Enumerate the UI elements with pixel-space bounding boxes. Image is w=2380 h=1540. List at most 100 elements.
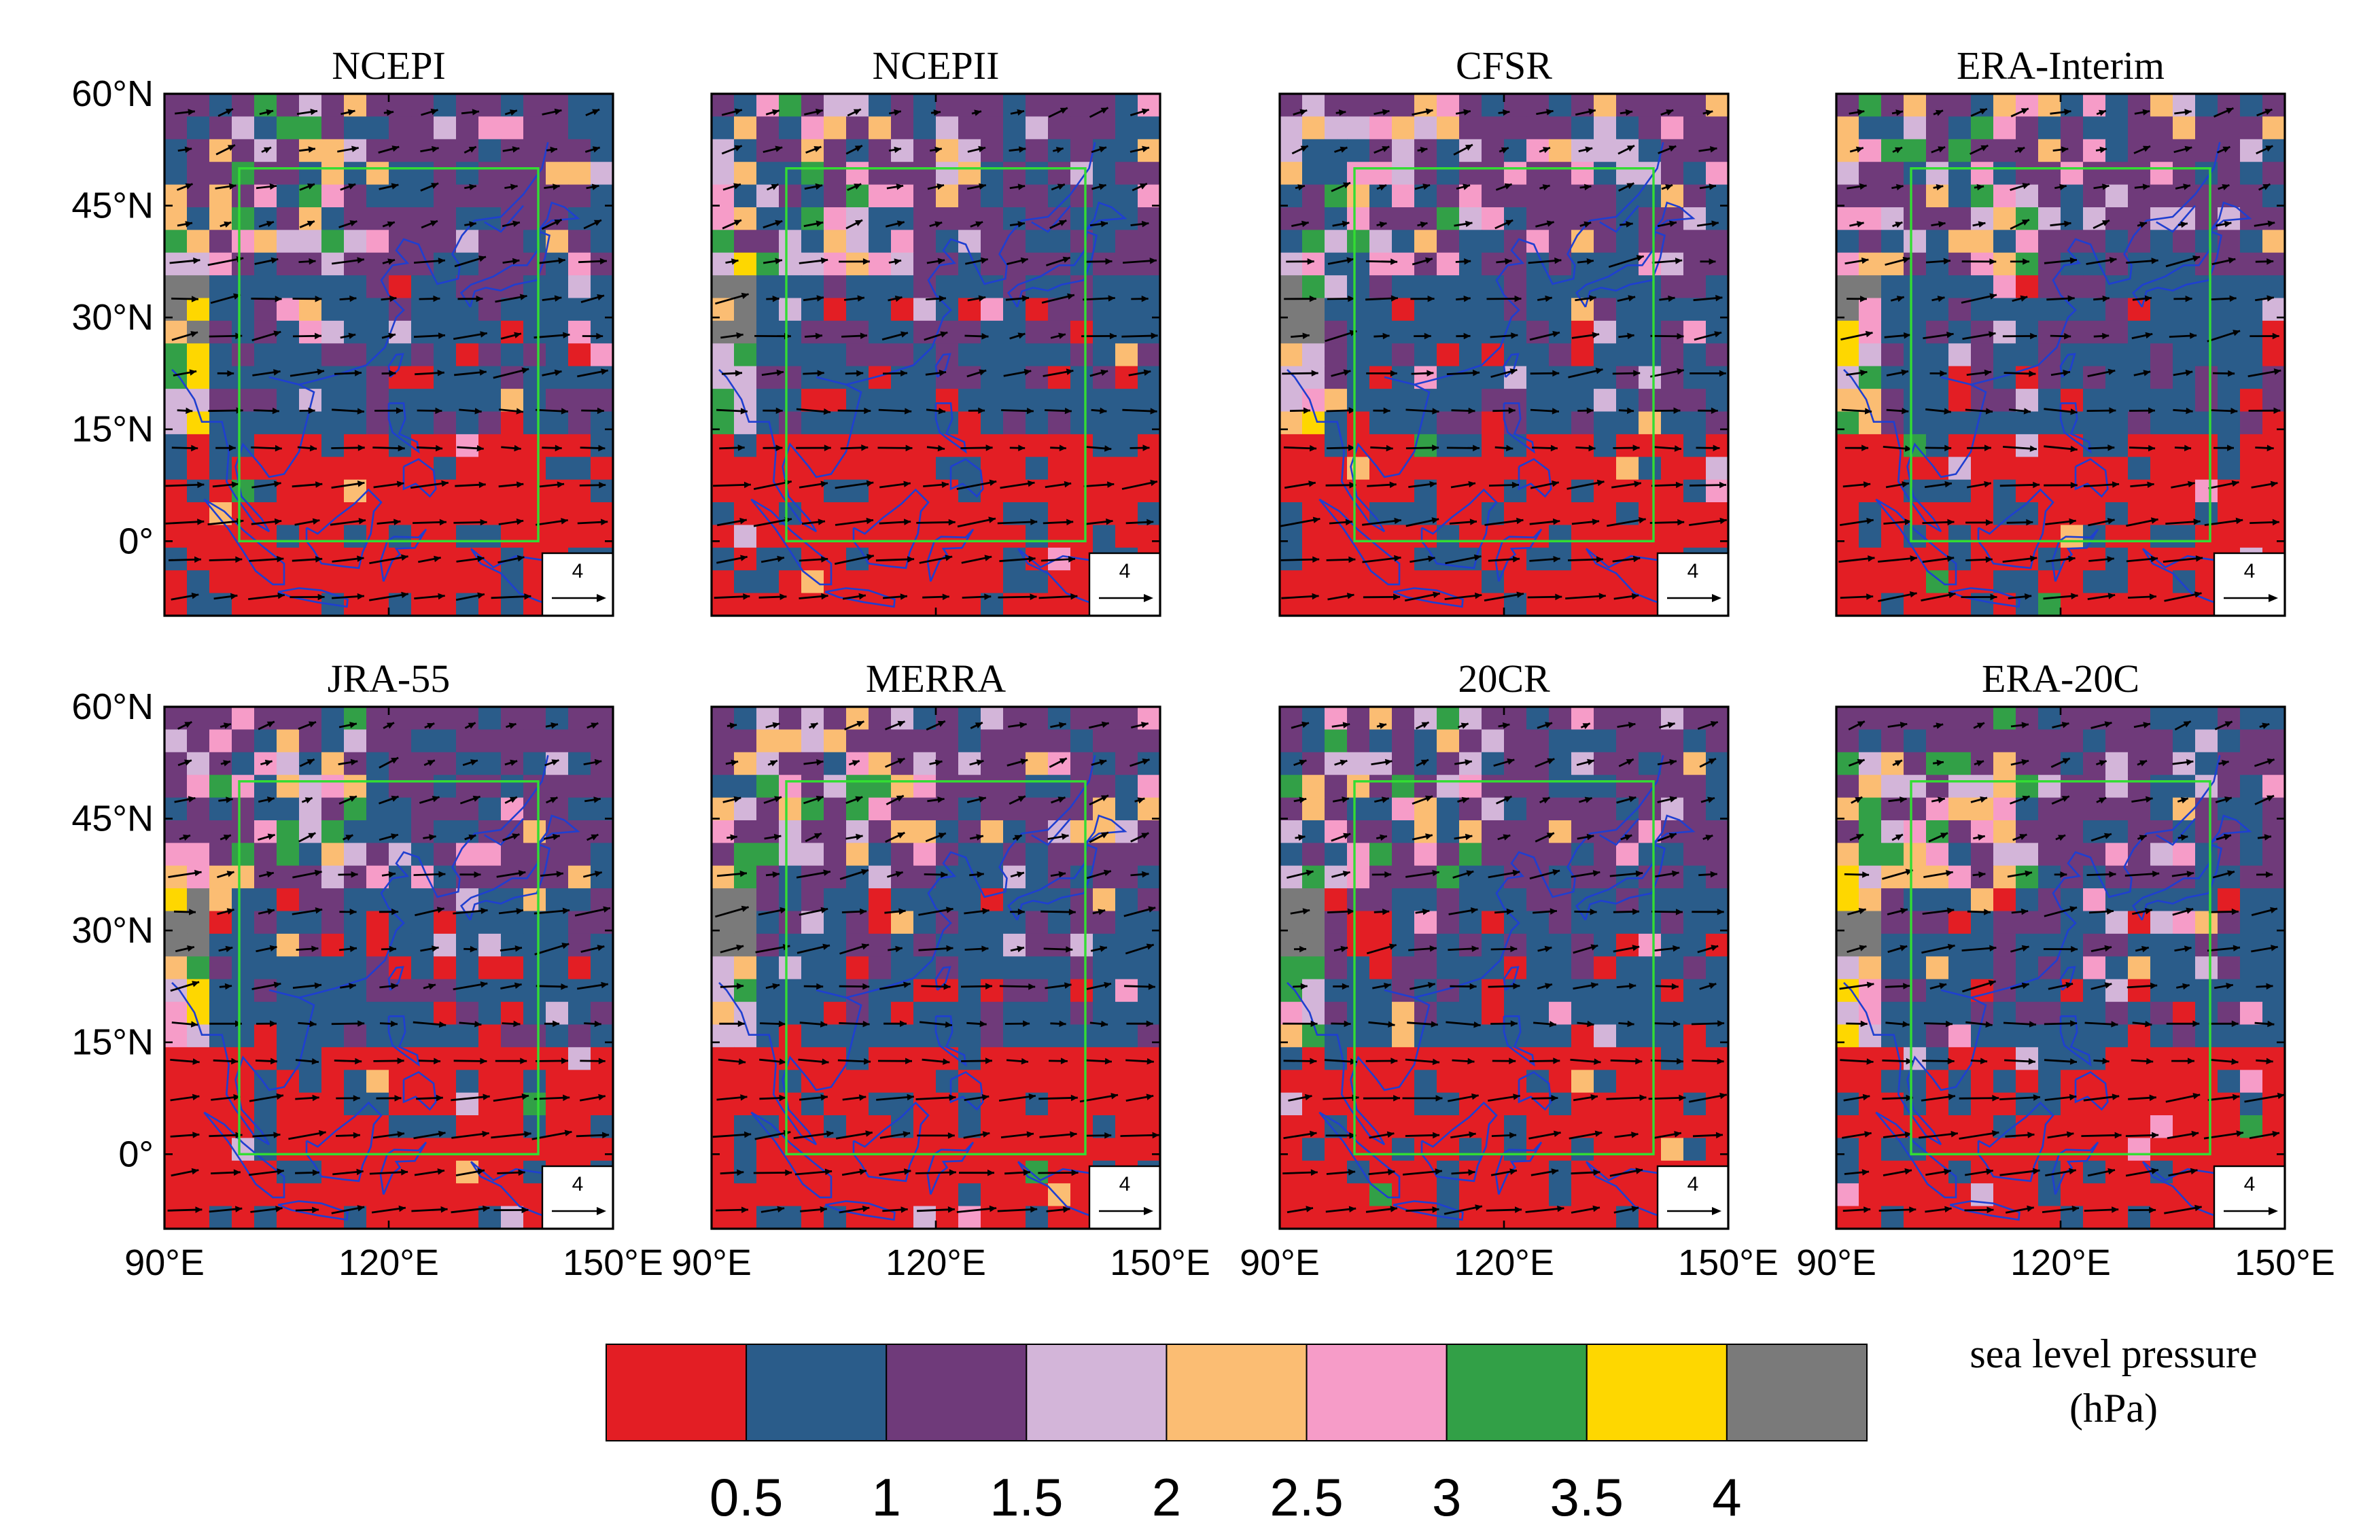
grid-cell	[1138, 707, 1161, 730]
grid-cell	[1093, 366, 1116, 389]
wind-vector-head	[192, 1058, 200, 1065]
grid-cell	[478, 593, 502, 616]
grid-cell	[389, 1070, 412, 1093]
grid-cell	[1093, 298, 1116, 321]
grid-cell	[254, 230, 277, 253]
grid-cell	[523, 230, 546, 253]
grid-cell	[2195, 298, 2218, 321]
grid-cell	[1369, 320, 1393, 344]
grid-cell	[1948, 207, 1972, 230]
grid-cell	[824, 343, 847, 367]
wind-vector-head	[1018, 444, 1026, 451]
wind-vector-head	[900, 370, 907, 377]
wind-vector-head	[391, 983, 398, 990]
wind-vector-head	[1628, 295, 1636, 302]
wind-vector-head	[2064, 220, 2071, 228]
grid-cell	[1302, 775, 1325, 799]
grid-cell	[712, 457, 735, 480]
grid-cell	[1993, 434, 2016, 457]
grid-cell	[411, 320, 434, 344]
grid-cell	[2240, 162, 2263, 186]
grid-cell	[1948, 389, 1972, 413]
grid-cell	[2038, 366, 2061, 389]
wind-vector-head	[854, 183, 862, 190]
wind-vector-head	[349, 796, 357, 802]
grid-cell	[366, 707, 389, 730]
grid-cell	[164, 525, 188, 548]
grid-cell	[344, 298, 367, 321]
grid-cell	[1026, 570, 1049, 594]
grid-cell	[1392, 162, 1415, 186]
grid-cell	[1482, 820, 1505, 843]
grid-cell	[411, 956, 434, 980]
grid-cell	[1048, 933, 1071, 957]
grid-cell	[478, 94, 502, 117]
grid-cell	[1138, 162, 1161, 186]
coastline-segment	[1007, 843, 1098, 921]
grid-cell	[1048, 275, 1071, 299]
grid-cell	[1369, 434, 1393, 457]
grid-cell	[2240, 502, 2263, 525]
grid-cell	[232, 207, 255, 230]
grid-cell	[1993, 230, 2016, 253]
grid-cell	[568, 116, 591, 140]
grid-cell	[2083, 207, 2106, 230]
wind-vector-head	[729, 722, 737, 729]
grid-cell	[1836, 457, 1859, 480]
wind-vector-head	[1509, 368, 1518, 375]
grid-cell	[254, 1092, 277, 1116]
wind-vector-head	[469, 221, 476, 228]
grid-cell	[434, 752, 457, 775]
wind-vector-head	[1627, 332, 1634, 340]
grid-cell	[2128, 457, 2151, 480]
coastline-segment	[750, 498, 833, 586]
grid-cell	[389, 888, 412, 912]
grid-cell	[891, 389, 914, 413]
wind-vector-head	[2070, 445, 2078, 453]
grid-cell	[958, 933, 981, 957]
wind-vector-head	[779, 1058, 786, 1065]
grid-cell	[1639, 320, 1662, 344]
grid-cell	[478, 139, 502, 162]
wind-vector-head	[1064, 480, 1072, 488]
grid-cell	[1026, 729, 1049, 753]
grid-cell	[1115, 434, 1138, 457]
wind-vector-head	[524, 1131, 531, 1138]
grid-cell	[366, 1206, 389, 1229]
grid-cell	[1302, 252, 1325, 276]
grid-cell	[568, 1047, 591, 1070]
wind-vector-head	[813, 833, 822, 839]
grid-cell	[1993, 252, 2016, 276]
panel-title: MERRA	[866, 657, 1006, 701]
grid-cell	[1026, 343, 1049, 367]
grid-cell	[1347, 775, 1370, 799]
wind-vector-head	[1142, 758, 1150, 765]
grid-cell	[1369, 820, 1393, 843]
grid-cell	[1616, 343, 1639, 367]
wind-vector-head	[1552, 330, 1560, 338]
grid-cell	[187, 139, 210, 162]
grid-cell	[1661, 411, 1684, 435]
grid-cell	[232, 1024, 255, 1048]
wind-vector-head	[1633, 370, 1641, 377]
grid-cell	[712, 729, 735, 753]
grid-cell	[958, 1183, 981, 1207]
grid-cell	[501, 298, 524, 321]
grid-cell	[734, 1024, 757, 1048]
wind-vector-head	[553, 183, 560, 190]
grid-cell	[1616, 865, 1639, 889]
grid-cell	[164, 956, 188, 980]
grid-cell	[232, 797, 255, 821]
grid-cell	[1325, 888, 1348, 912]
grid-cell	[546, 979, 569, 1002]
wind-vector-head	[2267, 444, 2274, 452]
grid-cell	[478, 457, 502, 480]
grid-cell	[1706, 525, 1729, 548]
wind-vector-head	[1110, 1093, 1118, 1100]
wind-vector-head	[1148, 983, 1155, 990]
grid-cell	[1392, 275, 1415, 299]
wind-vector-head	[776, 369, 784, 377]
wind-vector-head	[1109, 332, 1117, 340]
grid-cell	[2038, 389, 2061, 413]
grid-cell	[2173, 411, 2196, 435]
